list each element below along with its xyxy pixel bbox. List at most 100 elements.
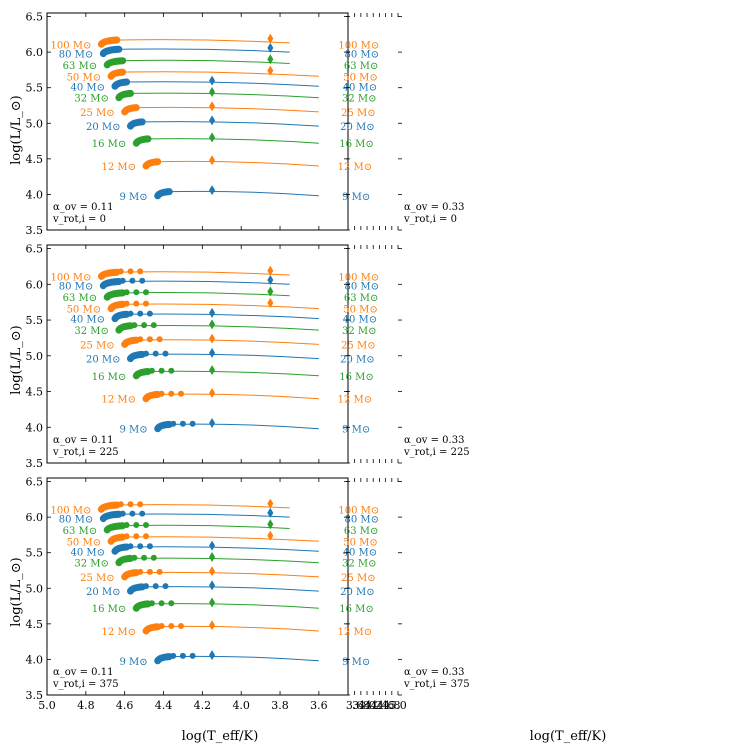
- model-point: [133, 533, 140, 540]
- main-sequence-band: [142, 390, 162, 403]
- evolution-track: [169, 655, 319, 662]
- model-point: [377, 391, 383, 397]
- evolution-track: [118, 48, 290, 53]
- mass-label: 32 M⊙: [74, 94, 109, 105]
- model-point: [143, 300, 149, 307]
- main-sequence-band: [387, 272, 389, 276]
- diamond-marker: [209, 566, 216, 577]
- mass-label: 32 M⊙: [342, 94, 377, 105]
- x-tick-label: 5.0: [389, 699, 407, 712]
- model-point: [374, 158, 380, 164]
- mass-label: 16 M⊙: [339, 372, 374, 383]
- main-sequence-band: [107, 300, 127, 313]
- main-sequence-band: [121, 336, 140, 348]
- mass-label: 40 M⊙: [343, 547, 378, 558]
- model-point: [372, 653, 378, 659]
- evolution-track: [116, 39, 290, 44]
- mass-label: 32 M⊙: [74, 326, 109, 337]
- model-point: [374, 623, 380, 629]
- mass-label: 100 M⊙: [51, 40, 92, 51]
- model-point: [378, 135, 384, 141]
- model-point: [373, 653, 379, 659]
- model-point: [158, 623, 165, 629]
- model-point: [377, 336, 383, 342]
- main-sequence-band: [121, 104, 140, 116]
- main-sequence-band: [107, 533, 127, 545]
- main-sequence-band: [107, 68, 127, 80]
- model-point: [383, 511, 389, 517]
- mass-label: 50 M⊙: [343, 537, 378, 548]
- y-tick-label: 6.5: [26, 243, 44, 256]
- model-point: [117, 501, 124, 508]
- model-point: [377, 623, 383, 629]
- y-tick-label: 6.0: [26, 46, 44, 59]
- x-tick-label: 4.0: [358, 699, 376, 712]
- model-point: [380, 36, 386, 42]
- model-point: [156, 336, 163, 343]
- diamond-marker: [209, 333, 216, 344]
- main-sequence-band: [103, 289, 127, 301]
- mass-label: 63 M⊙: [63, 293, 98, 304]
- x-tick-label: 4.4: [155, 699, 173, 712]
- model-point: [372, 421, 378, 427]
- mass-label: 32 M⊙: [342, 326, 377, 337]
- evolution-track: [136, 339, 319, 345]
- main-sequence-band: [103, 522, 127, 534]
- evolution-track: [130, 557, 319, 564]
- model-point: [152, 583, 159, 590]
- mass-label: 9 M⊙: [342, 425, 370, 436]
- mass-label: 9 M⊙: [342, 657, 370, 668]
- mass-label: 63 M⊙: [344, 526, 379, 537]
- evolution-track: [136, 106, 319, 113]
- model-point: [383, 501, 389, 507]
- main-sequence-band: [385, 326, 387, 330]
- model-point: [139, 277, 146, 284]
- model-point: [378, 583, 384, 589]
- main-sequence-band: [154, 420, 173, 433]
- x-tick-label: 3.6: [346, 699, 364, 712]
- model-point: [143, 522, 149, 528]
- x-tick-label: 5.0: [38, 699, 56, 712]
- main-sequence-band: [111, 543, 131, 555]
- mass-label: 50 M⊙: [343, 72, 378, 83]
- main-sequence-band: [115, 322, 134, 334]
- model-point: [375, 368, 381, 374]
- y-tick-label: 4.0: [26, 188, 44, 201]
- evolution-track: [126, 546, 319, 552]
- main-sequence-band: [127, 583, 146, 595]
- mass-label: 16 M⊙: [92, 372, 127, 383]
- model-point: [379, 104, 385, 110]
- x-tick-label: 4.2: [364, 699, 382, 712]
- main-sequence-band: [97, 268, 121, 280]
- model-point: [383, 268, 389, 274]
- mass-label: 50 M⊙: [67, 72, 102, 83]
- main-sequence-band: [386, 537, 388, 541]
- mass-label: 12 M⊙: [338, 627, 373, 638]
- mass-label: 32 M⊙: [342, 559, 377, 570]
- model-point: [381, 301, 387, 307]
- diamond-marker: [267, 42, 274, 53]
- model-point: [127, 310, 134, 317]
- diamond-marker: [209, 580, 216, 591]
- x-tick-label: 3.8: [271, 699, 289, 712]
- model-point: [381, 322, 387, 328]
- mass-label: 20 M⊙: [86, 122, 121, 133]
- model-point: [383, 36, 389, 42]
- mass-label: 25 M⊙: [341, 340, 376, 351]
- main-sequence-band: [386, 526, 389, 530]
- panel-frame: [46, 12, 349, 231]
- alpha-ov-annotation: α_ov = 0.11: [53, 435, 113, 446]
- model-point: [377, 368, 383, 374]
- x-axis-label: log(T_eff/K): [182, 729, 259, 744]
- diamond-marker: [209, 86, 216, 97]
- model-point: [376, 351, 382, 357]
- main-sequence-band: [387, 282, 390, 286]
- diamond-marker: [209, 155, 216, 166]
- vrot-annotation: v_rot,i = 0: [403, 214, 457, 225]
- mass-label: 9 M⊙: [342, 192, 370, 203]
- panel-6: 100 M⊙80 M⊙63 M⊙50 M⊙40 M⊙32 M⊙ 25 M⊙ 20 M…: [338, 478, 470, 712]
- model-point: [379, 583, 385, 589]
- plot-area: [97, 33, 319, 200]
- diamond-marker: [209, 347, 216, 358]
- mass-label: 20 M⊙: [340, 355, 375, 366]
